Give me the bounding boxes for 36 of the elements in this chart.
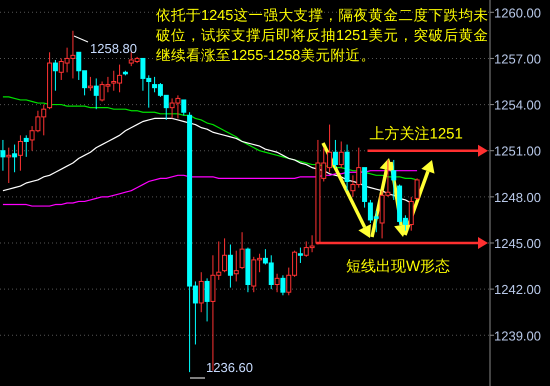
y-tick-label: 1257.00: [494, 51, 541, 66]
candlestick: [228, 244, 233, 288]
y-tick-label: 1242.00: [494, 282, 541, 298]
y-tick-label: 1260.00: [494, 5, 541, 20]
candlestick: [338, 140, 344, 168]
candlestick: [181, 99, 186, 116]
candlestick: [18, 134, 23, 172]
annotation: 1258.80: [90, 41, 137, 56]
candlestick: [198, 272, 204, 313]
y-tick-label: 1251.00: [494, 144, 541, 159]
candlestick: [222, 238, 228, 273]
candlestick: [234, 250, 239, 282]
candlestick: [298, 247, 303, 264]
candlestick: [52, 59, 58, 92]
candlestick: [204, 278, 210, 322]
y-tick-label: 1248.00: [494, 190, 541, 205]
ref-line-label: 上方关注1251: [370, 126, 463, 143]
candlestick: [280, 274, 286, 296]
annotation: 依托于1245这一强大支撑，隔夜黄金二度下跌均未破位，试探支撑后即将反抽1251美元，突破后黄金继续看涨至1255-1258美元附近。: [156, 6, 490, 66]
candlestick: [414, 178, 420, 200]
y-tick-label: 1254.00: [494, 98, 541, 113]
candlestick: [408, 196, 414, 232]
y-tick-label: 1245.00: [494, 236, 541, 251]
ref-line-label: 短线出现W形态: [346, 258, 450, 275]
candlestick: [274, 273, 280, 293]
candlestick: [88, 76, 93, 92]
candlestick: [24, 134, 29, 158]
candlestick: [240, 232, 245, 270]
candlestick: [6, 147, 12, 184]
candlestick: [12, 144, 18, 173]
y-tick-label: 1239.00: [494, 328, 541, 344]
candlestick: [94, 78, 99, 110]
candlestick: [332, 139, 338, 168]
candlestick: [0, 139, 6, 172]
candlestick: [391, 159, 396, 200]
annotation: 1236.60: [206, 360, 253, 375]
